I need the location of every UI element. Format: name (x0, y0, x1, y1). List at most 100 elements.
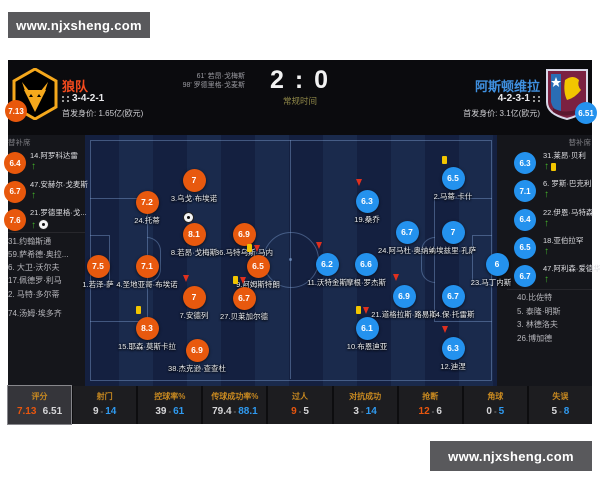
stat-home-value: 5 (551, 406, 558, 417)
stat-tab-控球率%[interactable]: 控球率% 39-61 (138, 386, 202, 424)
away-player-rating[interactable]: 6.3 (441, 336, 465, 360)
bench-player-name[interactable]: 14.阿罗科达雷 (30, 151, 78, 160)
stat-label: 传球成功率% (211, 392, 259, 401)
bench-unused-player[interactable]: 3. 林德洛夫 (517, 320, 558, 329)
bench-player-name[interactable]: 18.亚伯拉罕 (543, 235, 584, 245)
stat-tab-对抗成功[interactable]: 对抗成功 3-14 (333, 386, 397, 424)
goal-ball-icon (38, 219, 49, 230)
home-player-rating[interactable]: 7.5 (86, 254, 110, 278)
away-team-name[interactable]: 阿斯顿维拉 (474, 79, 540, 94)
bench-player-icons: ↑ (544, 217, 549, 229)
stat-values: 39-61 (138, 406, 201, 417)
bench-player-name[interactable]: 31.莱昂·贝利 (543, 151, 586, 160)
stat-values: 0-5 (464, 406, 527, 417)
stat-label: 角球 (487, 392, 504, 401)
stat-home-value: 9 (92, 406, 99, 417)
bench-unused-player[interactable]: 31.约翰斯通 (8, 237, 52, 246)
away-player-rating[interactable]: 6.9 (392, 284, 416, 308)
stat-separator: - (298, 407, 302, 416)
stat-away-value: 5 (498, 406, 505, 417)
away-formation-row: 4-2-3-1 (498, 93, 540, 104)
stat-tab-角球[interactable]: 角球 0-5 (463, 386, 527, 424)
stat-away-value: 14 (105, 406, 117, 417)
bench-player-rating[interactable]: 7.1 (514, 180, 536, 203)
sub-on-arrow-icon: ↑ (544, 217, 549, 229)
away-player-rating[interactable]: 6.7 (395, 220, 419, 244)
away-player-rating[interactable]: 6.5 (441, 166, 465, 190)
stat-separator: - (360, 407, 364, 416)
stat-tab-失误[interactable]: 失误 5-8 (528, 386, 592, 424)
home-player-rating[interactable]: 7.1 (135, 254, 159, 278)
sub-on-arrow-icon: ↑ (31, 220, 36, 231)
home-player-rating[interactable]: 8.1 (182, 222, 206, 246)
bench-unused-player[interactable]: 5. 泰隆·明斯 (517, 307, 561, 316)
stat-label: 过人 (291, 392, 308, 401)
bench-player-name[interactable]: 21.罗德里格·戈... (30, 208, 87, 217)
away-player-rating[interactable]: 6 (485, 252, 509, 276)
stat-home-value: 12 (418, 406, 430, 417)
sub-on-arrow-icon: ↑ (31, 189, 36, 201)
bench-player-rating[interactable]: 6.4 (514, 208, 536, 231)
bench-player-icons: ↑ (544, 275, 549, 285)
away-player-rating[interactable]: 6.6 (354, 252, 378, 276)
bench-player-rating[interactable]: 7.6 (4, 209, 26, 231)
stat-tab-传球成功率%[interactable]: 传球成功率% 79.4-88.1 (203, 386, 267, 424)
home-player-rating[interactable]: 7 (182, 168, 206, 192)
bench-unused-player[interactable]: 74.汤姆·埃多齐 (8, 309, 62, 318)
stat-separator: - (233, 407, 237, 416)
formation-icon (62, 95, 69, 102)
bench-player-rating[interactable]: 6.5 (514, 236, 536, 259)
stat-tab-抢断[interactable]: 抢断 12-6 (398, 386, 462, 424)
stat-away-value: 88.1 (238, 406, 258, 417)
bench-player-name[interactable]: 6. 罗斯·巴克利 (543, 179, 592, 189)
home-player-rating[interactable]: 6.5 (246, 254, 270, 278)
stats-bar: 评分 7.13 6.51 射门 9-14 控球率% 39-61 传球成功率% 79.4-88.… (6, 385, 592, 425)
bench-player-rating[interactable]: 6.7 (4, 180, 26, 203)
watermark-top: www.njxsheng.com (8, 12, 150, 38)
bench-unused-player[interactable]: 40.比佐特 (517, 293, 553, 302)
away-player-rating[interactable]: 6.1 (355, 316, 379, 340)
home-player-rating[interactable]: 6.7 (232, 286, 256, 310)
home-player-rating[interactable]: 6.9 (185, 338, 209, 362)
stat-separator: - (431, 407, 435, 416)
bench-player-icons: ↑ (544, 162, 556, 172)
bench-player-name[interactable]: 22.伊恩·马特森 (543, 207, 594, 217)
bench-unused-player[interactable]: 26.博加德 (517, 334, 553, 343)
away-player-rating[interactable]: 6.2 (315, 252, 339, 276)
stat-tab-评分[interactable]: 评分 7.13 6.51 (6, 385, 73, 425)
away-player-rating[interactable]: 6.7 (441, 284, 465, 308)
stat-home-value: 39 (155, 406, 167, 417)
bench-label-right: 替补席 (568, 138, 592, 147)
bench-player-rating[interactable]: 6.7 (514, 265, 536, 288)
home-player-rating[interactable]: 7 (182, 285, 206, 309)
bench-player-rating[interactable]: 6.4 (4, 152, 26, 174)
match-header (8, 60, 592, 135)
bench-player-name[interactable]: 47.安赫尔·戈麦斯 (30, 179, 88, 189)
bench-player-rating[interactable]: 6.3 (514, 152, 536, 174)
home-player-rating[interactable]: 8.3 (135, 316, 159, 340)
sub-on-arrow-icon: ↑ (544, 245, 549, 257)
home-formation-row: 3-4-2-1 (62, 93, 104, 104)
away-player-rating[interactable]: 7 (441, 220, 465, 244)
stat-home-value: 9 (291, 406, 297, 417)
goal-box-right (472, 235, 492, 285)
bench-unused-player[interactable]: 59.萨希德·奥拉... (8, 250, 69, 259)
bench-divider (8, 232, 85, 233)
home-player-rating[interactable]: 6.9 (232, 222, 256, 246)
stat-label: 控球率% (154, 392, 186, 401)
bench-unused-player[interactable]: 17.佩德罗·利马 (8, 276, 62, 285)
home-player-rating[interactable]: 7.2 (135, 190, 159, 214)
bench-player-name[interactable]: 47.阿利森·爱德华 (543, 264, 600, 274)
stat-separator: - (493, 407, 497, 416)
bench-unused-player[interactable]: 2. 马特·多尔蒂 (8, 290, 60, 299)
match-status: 常规时间 (282, 96, 317, 106)
home-team-name[interactable]: 狼队 (62, 79, 89, 94)
stat-away-value: 8 (563, 406, 570, 417)
bench-unused-player[interactable]: 6. 大卫·沃尔夫 (8, 263, 60, 272)
stat-tab-过人[interactable]: 过人 9-5 (268, 386, 332, 424)
stat-tab-射门[interactable]: 射门 9-14 (73, 386, 137, 424)
bench-player-icons: ↑ (31, 162, 36, 172)
stat-label: 评分 (31, 392, 48, 401)
away-player-rating[interactable]: 6.3 (355, 189, 379, 213)
